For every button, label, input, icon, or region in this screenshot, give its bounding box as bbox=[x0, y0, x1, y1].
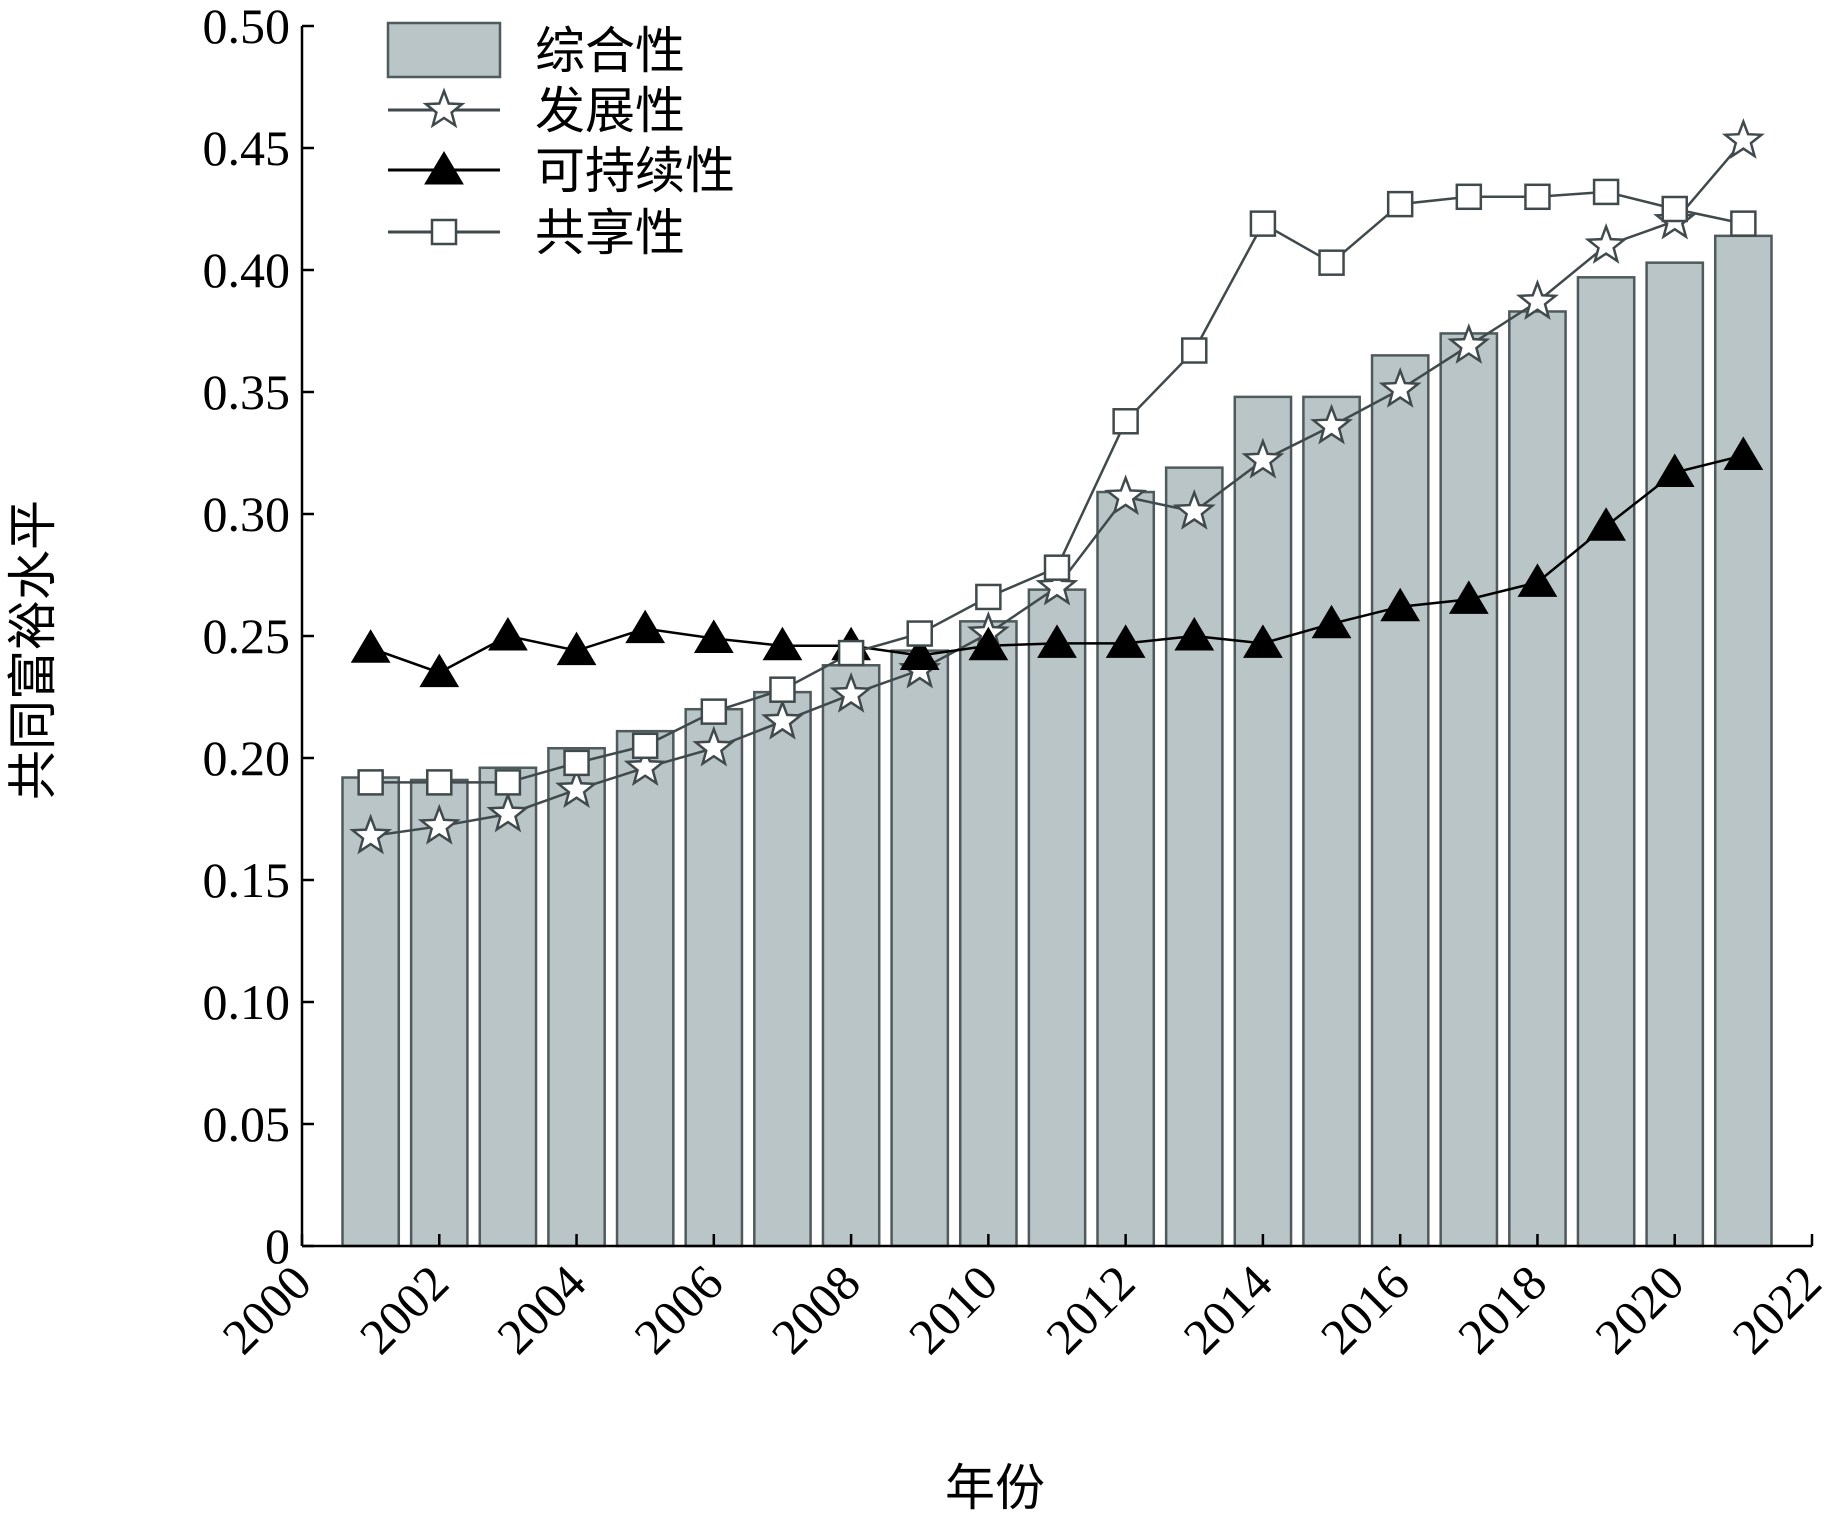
bar-2004 bbox=[548, 748, 604, 1246]
x-tick-label: 2000 bbox=[211, 1254, 321, 1364]
bar-2013 bbox=[1166, 468, 1222, 1246]
bar-2018 bbox=[1509, 311, 1565, 1246]
sharing-point-2004 bbox=[565, 751, 589, 775]
x-tick-label: 2010 bbox=[898, 1254, 1008, 1364]
sharing-point-2012 bbox=[1114, 409, 1138, 433]
legend-marker bbox=[426, 91, 462, 125]
sharing-point-2002 bbox=[427, 770, 451, 794]
legend-marker bbox=[425, 152, 463, 184]
x-tick-label: 2012 bbox=[1035, 1254, 1145, 1364]
y-tick-label: 0.35 bbox=[203, 364, 291, 420]
x-tick-label: 2018 bbox=[1447, 1254, 1557, 1364]
sharing-point-2007 bbox=[770, 678, 794, 702]
sharing-point-2016 bbox=[1388, 192, 1412, 216]
bar-2020 bbox=[1647, 263, 1703, 1246]
y-axis-label: 共同富裕水平 bbox=[4, 500, 62, 800]
sharing-point-2018 bbox=[1525, 185, 1549, 209]
x-tick-label: 2020 bbox=[1584, 1254, 1694, 1364]
sharing-point-2014 bbox=[1251, 212, 1275, 236]
x-tick-label: 2022 bbox=[1721, 1254, 1830, 1364]
y-tick-label: 0.05 bbox=[203, 1096, 291, 1152]
sharing-point-2021 bbox=[1731, 212, 1755, 236]
x-tick-label: 2002 bbox=[349, 1254, 459, 1364]
legend-label: 共享性 bbox=[535, 204, 685, 262]
bar-2012 bbox=[1098, 492, 1154, 1246]
sharing-point-2019 bbox=[1594, 180, 1618, 204]
sustainability-point-2001 bbox=[352, 630, 390, 662]
bar-2005 bbox=[617, 731, 673, 1246]
sharing-point-2017 bbox=[1457, 185, 1481, 209]
sustainability-point-2003 bbox=[489, 618, 527, 650]
x-tick-label: 2016 bbox=[1310, 1254, 1420, 1364]
bar-2002 bbox=[411, 780, 467, 1246]
legend-item: 综合性 bbox=[388, 22, 685, 80]
development-point-2021 bbox=[1725, 122, 1761, 156]
y-tick-label: 0.15 bbox=[203, 852, 291, 908]
bar-2021 bbox=[1715, 236, 1771, 1246]
bar-2011 bbox=[1029, 590, 1085, 1246]
x-tick-label: 2004 bbox=[486, 1254, 596, 1364]
bar-2016 bbox=[1372, 355, 1428, 1246]
bar-2007 bbox=[754, 692, 810, 1246]
sustainability-point-2005 bbox=[626, 611, 664, 643]
legend-item: 可持续性 bbox=[388, 142, 735, 200]
bar-2019 bbox=[1578, 277, 1634, 1246]
sharing-point-2003 bbox=[496, 770, 520, 794]
sharing-point-2009 bbox=[908, 622, 932, 646]
bar-2008 bbox=[823, 665, 879, 1246]
legend-label: 发展性 bbox=[535, 82, 685, 140]
legend-item: 共享性 bbox=[388, 204, 685, 262]
y-tick-label: 0.50 bbox=[203, 0, 291, 54]
y-tick-label: 0.45 bbox=[203, 120, 291, 176]
sharing-point-2008 bbox=[839, 641, 863, 665]
sharing-point-2006 bbox=[702, 700, 726, 724]
sharing-point-2011 bbox=[1045, 556, 1069, 580]
x-tick-label: 2008 bbox=[761, 1254, 871, 1364]
sharing-point-2005 bbox=[633, 734, 657, 758]
legend-marker bbox=[432, 220, 456, 244]
y-tick-label: 0.40 bbox=[203, 242, 291, 298]
sustainability-point-2002 bbox=[420, 655, 458, 687]
bar-2003 bbox=[480, 768, 536, 1246]
bar-2009 bbox=[892, 651, 948, 1246]
sharing-point-2015 bbox=[1320, 251, 1344, 275]
x-tick-label: 2014 bbox=[1172, 1254, 1282, 1364]
sharing-point-2013 bbox=[1182, 339, 1206, 363]
bar-2010 bbox=[960, 621, 1016, 1246]
y-tick-label: 0.20 bbox=[203, 730, 291, 786]
x-tick-label: 2006 bbox=[623, 1254, 733, 1364]
sharing-point-2020 bbox=[1663, 197, 1687, 221]
sharing-point-2010 bbox=[976, 585, 1000, 609]
bars-layer bbox=[343, 236, 1772, 1246]
bar-2015 bbox=[1303, 397, 1359, 1246]
bar-2017 bbox=[1441, 333, 1497, 1246]
bar-2014 bbox=[1235, 397, 1291, 1246]
legend-label: 可持续性 bbox=[535, 142, 735, 200]
sharing-point-2001 bbox=[359, 770, 383, 794]
y-tick-label: 0.25 bbox=[203, 608, 291, 664]
bar-2001 bbox=[343, 778, 399, 1246]
y-tick-label: 0.10 bbox=[203, 974, 291, 1030]
y-tick-label: 0.30 bbox=[203, 486, 291, 542]
bar-2006 bbox=[686, 709, 742, 1246]
legend-swatch bbox=[388, 23, 500, 77]
legend-item: 发展性 bbox=[388, 82, 685, 140]
x-axis-label: 年份 bbox=[945, 1459, 1045, 1517]
legend-label: 综合性 bbox=[535, 22, 685, 80]
